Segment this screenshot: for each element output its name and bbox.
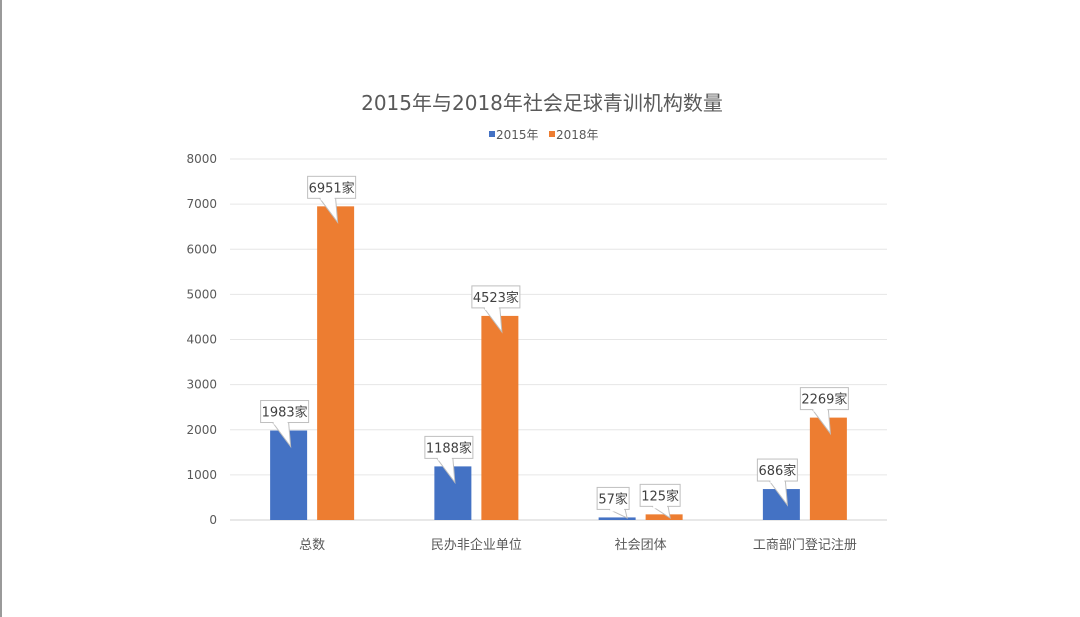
x-category-label: 社会团体 <box>615 537 667 553</box>
bar-2018 <box>645 514 683 520</box>
data-label: 1983家 <box>262 405 308 421</box>
data-label: 125家 <box>641 488 679 504</box>
data-label: 57家 <box>598 491 628 507</box>
legend-label-0: 2015年 <box>496 128 539 142</box>
x-category-label: 工商部门登记注册 <box>753 538 857 553</box>
data-label: 1188家 <box>426 440 472 456</box>
legend-label-1: 2018年 <box>556 128 599 142</box>
y-tick-label: 1000 <box>186 468 217 482</box>
y-tick-label: 7000 <box>186 197 217 211</box>
legend-swatch-0 <box>489 131 495 137</box>
y-tick-label: 2000 <box>186 423 217 437</box>
y-tick-label: 5000 <box>186 287 217 301</box>
callout-join <box>813 407 828 412</box>
data-label: 2269家 <box>801 392 847 408</box>
callout-join <box>437 456 452 461</box>
x-category-label: 总数 <box>299 538 325 553</box>
y-tick-label: 0 <box>209 513 217 527</box>
legend-swatch-1 <box>549 131 555 137</box>
bar-2018 <box>481 315 519 520</box>
x-category-label: 民办非企业单位 <box>431 537 522 553</box>
bar-2018 <box>809 417 847 520</box>
callout-join <box>484 305 499 310</box>
callout-join <box>610 507 625 512</box>
bar-2018 <box>317 206 355 520</box>
data-label: 686家 <box>758 463 796 479</box>
y-tick-label: 3000 <box>186 378 217 392</box>
y-tick-label: 6000 <box>186 242 217 256</box>
data-label: 6951家 <box>309 180 355 196</box>
y-tick-label: 4000 <box>186 333 217 347</box>
chart-title: 2015年与2018年社会足球青训机构数量 <box>361 91 723 115</box>
bar-2015 <box>270 430 308 520</box>
callout-join <box>653 504 668 509</box>
y-tick-label: 8000 <box>186 152 217 166</box>
callout-join <box>320 196 335 201</box>
data-label: 4523家 <box>473 290 519 306</box>
callout-join <box>770 479 785 484</box>
bar-2015 <box>598 517 636 520</box>
callout-join <box>273 420 288 425</box>
